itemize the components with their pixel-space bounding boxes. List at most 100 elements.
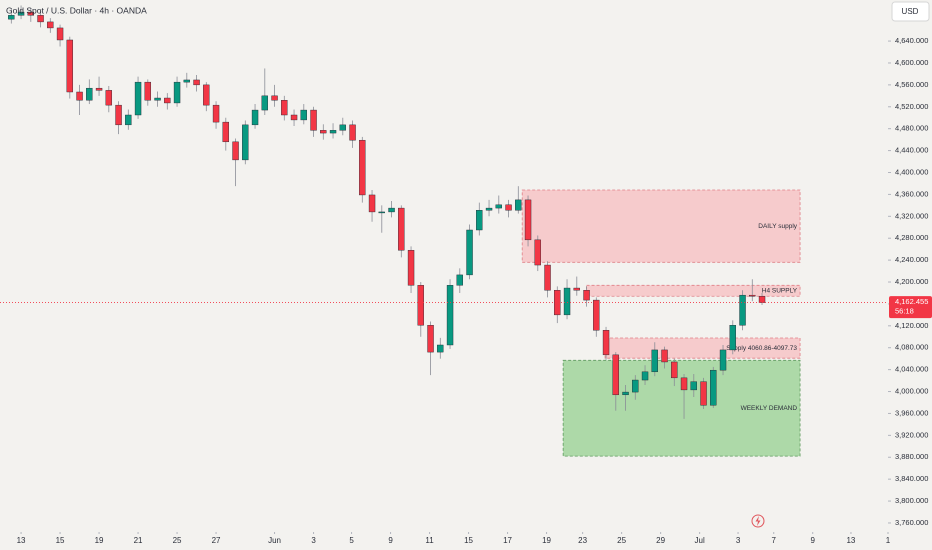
x-tick-label: 21 [134, 536, 143, 545]
candle-body [310, 109, 317, 131]
candle-body [602, 330, 610, 356]
y-tick-label: 4,600.000 [895, 58, 928, 67]
candle-body [144, 81, 152, 101]
candle-body [37, 15, 44, 23]
y-tick-label: 3,840.000 [895, 474, 928, 483]
x-tick-label: 17 [503, 536, 512, 545]
candle-body [749, 294, 756, 297]
candle-body [8, 15, 15, 20]
x-tick-label: 13 [846, 536, 855, 545]
zone-label: DAILY supply [758, 223, 798, 230]
candle-body [115, 104, 122, 126]
candle-body [632, 379, 639, 393]
y-tick-label: 3,760.000 [895, 518, 928, 527]
y-tick-label: 4,120.000 [895, 321, 928, 330]
candle-body [671, 361, 678, 379]
candle-body [593, 299, 600, 331]
candle-body [183, 79, 191, 83]
candle-body [232, 141, 239, 161]
currency-button[interactable] [891, 1, 930, 22]
candle-body [349, 124, 356, 141]
candle-body [573, 287, 580, 291]
candle-body [710, 369, 717, 406]
lightning-icon [751, 514, 765, 528]
candle-body [495, 204, 502, 209]
zone-label: H4 SUPPLY [762, 287, 798, 294]
candle-body [86, 87, 93, 101]
zone [562, 359, 801, 457]
y-tick-label: 4,040.000 [895, 365, 928, 374]
x-tick-label: 27 [212, 536, 221, 545]
candle-body [261, 95, 269, 111]
x-tick-label: Jun [268, 536, 281, 545]
x-tick-label: 11 [425, 536, 434, 545]
candle-body [27, 11, 35, 16]
candle-body [76, 91, 83, 101]
candle-body [134, 81, 142, 116]
candle-body [524, 199, 532, 241]
candle-body [359, 139, 366, 196]
zone-label: Supply 4060.86-4097.73 [726, 345, 797, 352]
candle-body [485, 207, 493, 211]
candle-body [554, 290, 561, 316]
candle-body [427, 325, 434, 353]
candle-body [222, 121, 230, 143]
candle-body [690, 381, 697, 391]
x-tick-label: 13 [17, 536, 26, 545]
last-price-label: 4,162.455 [895, 297, 928, 306]
x-tick-label: 15 [56, 536, 65, 545]
y-tick-label: 4,200.000 [895, 277, 928, 286]
candle-body [407, 250, 415, 286]
x-tick-label: 15 [464, 536, 473, 545]
candle-body [622, 391, 629, 396]
candle-body [515, 199, 522, 211]
candle-body [271, 95, 278, 101]
x-tick-label: 1 [886, 536, 891, 545]
y-tick-label: 4,080.000 [895, 343, 928, 352]
candle-body [193, 79, 200, 86]
zone [586, 284, 801, 297]
candle-body [398, 207, 405, 251]
x-tick-label: 25 [617, 536, 626, 545]
candle-body [612, 354, 619, 396]
candle-body [212, 104, 220, 123]
candle-body [534, 239, 541, 266]
candle-body [164, 97, 171, 104]
candle-body [368, 194, 376, 213]
candle-body [203, 84, 210, 106]
candle-body [417, 285, 424, 326]
y-tick-label: 3,920.000 [895, 430, 928, 439]
last-price-tag [889, 296, 932, 319]
y-tick-label: 4,400.000 [895, 167, 928, 176]
candle-body [641, 371, 649, 381]
currency-label[interactable]: USD [902, 7, 919, 16]
candle-body [17, 11, 25, 16]
x-tick-label: 3 [311, 536, 316, 545]
candle-body [320, 130, 327, 134]
candle-body [446, 285, 454, 346]
x-tick-label: 23 [578, 536, 587, 545]
candle-body [563, 287, 571, 316]
candle-body [437, 344, 444, 353]
candle-body [125, 114, 132, 126]
candle-body [339, 124, 346, 131]
candle-body [251, 109, 259, 126]
x-tick-label: 29 [656, 536, 665, 545]
y-tick-label: 4,520.000 [895, 102, 928, 111]
y-tick-label: 4,440.000 [895, 146, 928, 155]
candle-body [700, 381, 707, 406]
x-tick-label: 19 [95, 536, 104, 545]
candle-body [719, 349, 727, 371]
candle-body [154, 97, 161, 101]
candle-body [544, 264, 551, 291]
candle-body [651, 349, 658, 373]
candle-body [242, 124, 249, 161]
y-tick-label: 4,360.000 [895, 189, 928, 198]
y-tick-label: 4,640.000 [895, 36, 928, 45]
candle-body [661, 349, 668, 363]
y-tick-label: 4,240.000 [895, 255, 928, 264]
x-tick-label: 3 [736, 536, 741, 545]
